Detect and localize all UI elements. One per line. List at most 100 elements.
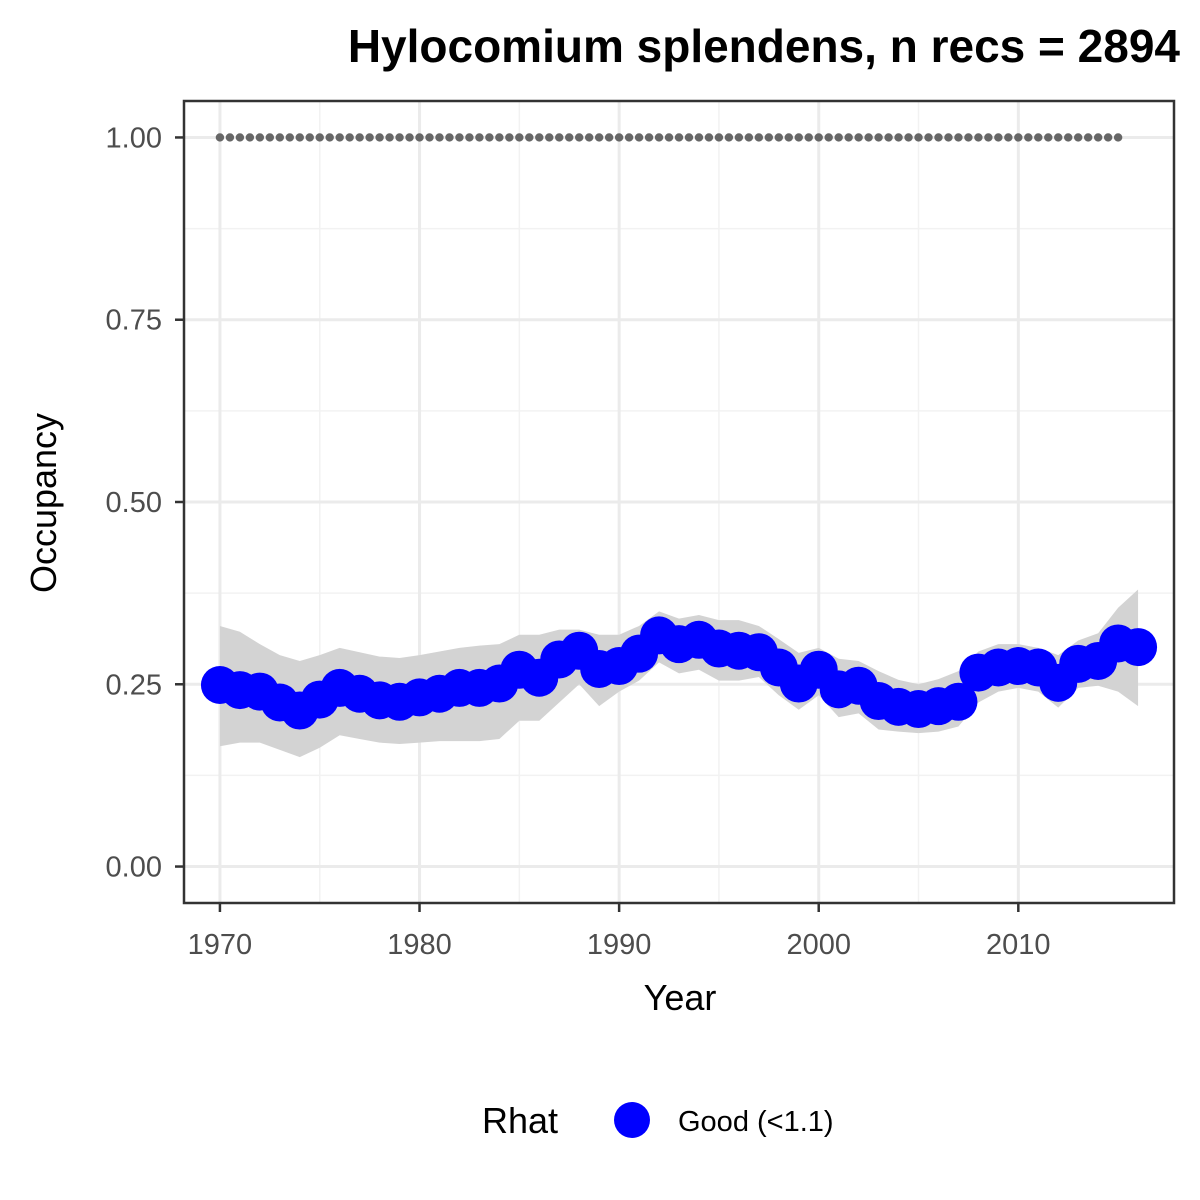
y-tick-label: 0.00 <box>106 852 162 884</box>
reference-dot <box>435 133 444 142</box>
reference-dot <box>1014 133 1023 142</box>
x-axis-title: Year <box>644 977 717 1018</box>
reference-dot <box>1054 133 1063 142</box>
reference-dot <box>884 133 893 142</box>
reference-dot <box>305 133 314 142</box>
reference-dot <box>465 133 474 142</box>
reference-dot <box>425 133 434 142</box>
reference-dot <box>904 133 913 142</box>
reference-dot <box>774 133 783 142</box>
x-tick-label: 1990 <box>587 929 652 961</box>
reference-dot <box>275 133 285 142</box>
reference-dot <box>734 133 744 142</box>
x-axis-ticks: 1970 1980 1990 2000 2010 <box>188 903 1051 961</box>
reference-dot <box>854 133 863 142</box>
reference-dot <box>1083 133 1093 142</box>
reference-dot <box>545 133 554 142</box>
reference-dot <box>255 133 265 142</box>
reference-dot <box>974 133 983 142</box>
reference-dot <box>614 133 624 142</box>
reference-dot <box>994 133 1003 142</box>
reference-dot <box>704 133 714 142</box>
reference-dot <box>555 133 564 142</box>
reference-dot <box>824 133 833 142</box>
x-tick-label: 1970 <box>188 929 253 961</box>
reference-dot <box>395 133 404 142</box>
reference-dot <box>505 133 514 142</box>
reference-dot <box>415 133 424 142</box>
legend-title: Rhat <box>482 1100 558 1141</box>
reference-dot <box>245 133 255 142</box>
reference-dot <box>684 133 694 142</box>
reference-dot <box>285 133 294 142</box>
reference-dot <box>894 133 903 142</box>
legend-label-good: Good (<1.1) <box>678 1106 834 1138</box>
x-tick-label: 2010 <box>986 929 1051 961</box>
reference-dot <box>315 133 324 142</box>
reference-dot <box>525 133 534 142</box>
reference-dot <box>385 133 394 142</box>
x-tick-label: 2000 <box>786 929 851 961</box>
reference-dot <box>694 133 704 142</box>
reference-dot <box>1004 133 1013 142</box>
y-axis-ticks: 0.00 0.25 0.50 0.75 1.00 <box>106 122 184 884</box>
reference-dot <box>584 133 594 142</box>
reference-dot <box>365 133 374 142</box>
reference-dot <box>575 133 584 142</box>
reference-dot <box>764 133 774 142</box>
reference-dot <box>295 133 304 142</box>
reference-dot <box>535 133 544 142</box>
reference-dot <box>624 133 634 142</box>
reference-dot <box>954 133 963 142</box>
reference-dot <box>914 133 923 142</box>
reference-dot <box>874 133 883 142</box>
reference-dot <box>1103 133 1113 142</box>
reference-dot <box>934 133 943 142</box>
reference-line-layer <box>215 133 1123 142</box>
reference-dot <box>784 133 793 142</box>
reference-dot <box>515 133 524 142</box>
reference-dot <box>1064 133 1073 142</box>
reference-dot <box>485 133 494 142</box>
reference-dot <box>754 133 764 142</box>
legend: Rhat Good (<1.1) <box>482 1100 834 1141</box>
y-tick-label: 0.50 <box>106 487 162 519</box>
reference-dot <box>724 133 734 142</box>
y-tick-label: 0.75 <box>106 305 162 337</box>
reference-dot <box>1024 133 1033 142</box>
reference-dot <box>744 133 754 142</box>
reference-dot <box>864 133 873 142</box>
reference-dot <box>1034 133 1043 142</box>
reference-dot <box>495 133 504 142</box>
reference-dot <box>964 133 973 142</box>
reference-dot <box>1113 133 1123 142</box>
reference-dot <box>984 133 993 142</box>
reference-dot <box>235 133 245 142</box>
reference-dot <box>335 133 344 142</box>
data-point-layer <box>200 616 1158 730</box>
reference-dot <box>844 133 853 142</box>
reference-dot <box>325 133 334 142</box>
reference-dot <box>654 133 664 142</box>
reference-dot <box>215 133 225 142</box>
reference-dot <box>634 133 644 142</box>
reference-dot <box>804 133 813 142</box>
reference-dot <box>834 133 843 142</box>
data-point <box>1119 628 1158 667</box>
reference-dot <box>405 133 414 142</box>
reference-dot <box>445 133 454 142</box>
reference-dot <box>455 133 464 142</box>
reference-dot <box>674 133 684 142</box>
reference-dot <box>1044 133 1053 142</box>
reference-dot <box>225 133 235 142</box>
data-point <box>939 682 978 721</box>
y-tick-label: 1.00 <box>106 122 162 154</box>
legend-key-good <box>614 1102 650 1138</box>
reference-dot <box>604 133 614 142</box>
reference-dot <box>944 133 953 142</box>
reference-dot <box>664 133 674 142</box>
reference-dot <box>345 133 354 142</box>
reference-dot <box>1093 133 1103 142</box>
reference-dot <box>475 133 484 142</box>
